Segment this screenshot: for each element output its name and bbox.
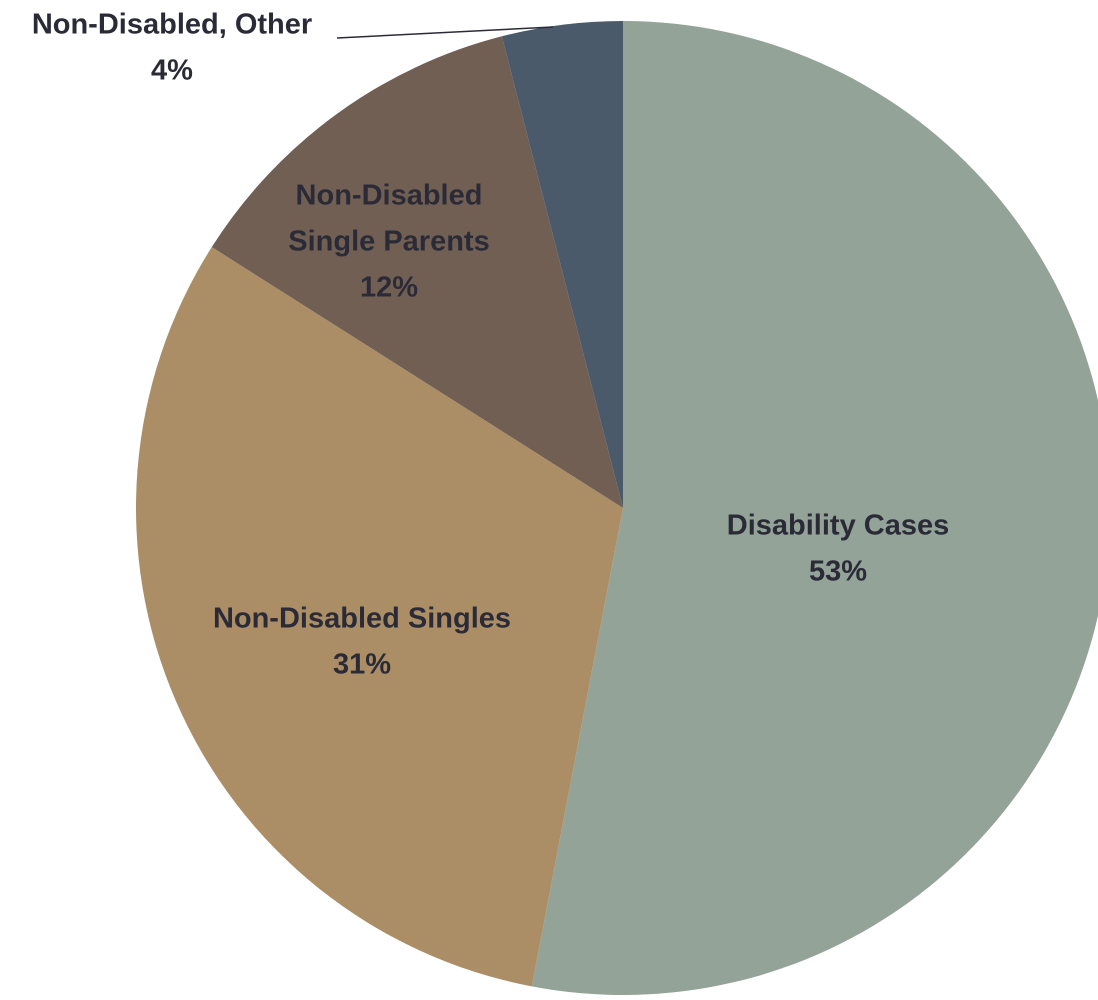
pie-slice-non-disabled-singles <box>135 247 623 987</box>
slice-percent-text: 4% <box>151 55 193 87</box>
slices-layer <box>135 21 1098 995</box>
slice-label-text: Non-Disabled, Other <box>32 9 312 41</box>
labels-layer: Disability Cases 53% Non-Disabled Singles 3… <box>32 9 949 681</box>
leader-lines-layer <box>336 26 554 39</box>
slice-percent-text: 12% <box>360 272 418 304</box>
pie-slice-non-disabled-other <box>501 21 623 508</box>
slice-label-text: Single Parents <box>288 226 489 258</box>
data-label-non-disabled-singles: Non-Disabled Singles 31% <box>213 603 511 681</box>
slice-label-text: Disability Cases <box>727 510 949 542</box>
slice-label-text: Non-Disabled Singles <box>213 603 511 635</box>
data-label-non-disabled-single-parents: Non-Disabled Single Parents 12% <box>288 180 489 304</box>
leader-line-non-disabled-other <box>336 26 554 39</box>
data-label-non-disabled-other: Non-Disabled, Other 4% <box>32 9 312 87</box>
pie-slice-disability-cases <box>531 21 1098 995</box>
slice-label-text: Non-Disabled <box>296 180 483 212</box>
slice-percent-text: 31% <box>333 649 391 681</box>
data-label-disability-cases: Disability Cases 53% <box>727 510 949 588</box>
pie-slice-non-disabled-single-parents <box>211 36 623 509</box>
slice-percent-text: 53% <box>809 556 867 588</box>
